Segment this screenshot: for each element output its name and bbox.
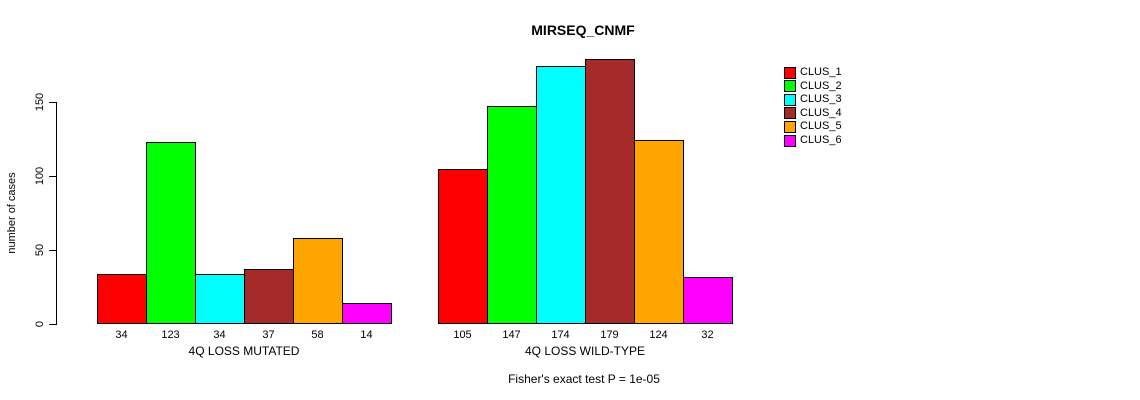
bar-clus_6	[342, 303, 392, 324]
legend-item-clus_5: CLUS_5	[784, 120, 842, 133]
bar-value-label: 124	[649, 329, 668, 341]
bar-value-label: 34	[213, 329, 226, 341]
y-axis-tick-label: 0	[34, 320, 46, 328]
y-axis-tick-label: 50	[34, 243, 46, 257]
group-label-wild-type: 4Q LOSS WILD-TYPE	[524, 344, 646, 358]
y-axis-tick-label: 150	[34, 92, 46, 112]
bar-clus_2	[487, 106, 537, 324]
bar-clus_5	[293, 238, 343, 324]
legend-item-clus_4: CLUS_4	[784, 107, 842, 120]
bar-clus_4	[244, 269, 294, 324]
group-label-mutated: 4Q LOSS MUTATED	[188, 344, 300, 358]
bar-value-label: 37	[262, 329, 275, 341]
bar-value-label: 58	[311, 329, 324, 341]
legend-swatch-clus_4	[784, 107, 796, 120]
bar-value-label: 179	[600, 329, 619, 341]
y-axis-title: number of cases	[6, 172, 18, 254]
bar-clus_5	[634, 140, 684, 324]
legend-item-clus_3: CLUS_3	[784, 93, 842, 106]
legend-label: CLUS_3	[800, 93, 842, 106]
bar-value-label: 105	[453, 329, 472, 341]
legend-swatch-clus_5	[784, 120, 796, 133]
legend-label: CLUS_5	[800, 120, 842, 133]
legend-swatch-clus_2	[784, 80, 796, 93]
chart-title: MIRSEQ_CNMF	[531, 22, 635, 38]
y-axis-tick	[49, 175, 56, 177]
bar-clus_1	[438, 169, 488, 324]
y-axis-tick-label: 100	[34, 166, 46, 186]
legend-item-clus_2: CLUS_2	[784, 80, 842, 93]
bar-value-label: 14	[360, 329, 373, 341]
bar-clus_3	[195, 274, 245, 324]
bar-clus_3	[536, 66, 586, 324]
legend-item-clus_1: CLUS_1	[784, 66, 842, 79]
legend-label: CLUS_2	[800, 79, 842, 92]
legend-swatch-clus_1	[784, 66, 796, 79]
bar-clus_4	[585, 59, 635, 324]
fisher-test-annotation: Fisher's exact test P = 1e-05	[508, 372, 660, 386]
bar-clus_2	[146, 142, 196, 324]
y-axis-tick	[49, 101, 56, 103]
legend-label: CLUS_6	[800, 134, 842, 146]
bar-value-label: 174	[551, 329, 570, 341]
bar-clus_6	[683, 277, 733, 324]
legend-swatch-clus_6	[784, 134, 796, 147]
legend-item-clus_6: CLUS_6	[784, 134, 842, 147]
legend-label: CLUS_1	[800, 66, 842, 78]
y-axis-tick	[49, 323, 56, 325]
bar-clus_1	[97, 274, 147, 324]
bar-value-label: 32	[701, 329, 714, 341]
bar-value-label: 34	[115, 329, 128, 341]
legend-swatch-clus_3	[784, 93, 796, 106]
y-axis-tick	[49, 249, 56, 251]
y-axis-line	[56, 102, 57, 325]
bar-value-label: 147	[502, 329, 521, 341]
bar-value-label: 123	[161, 329, 180, 341]
legend-label: CLUS_4	[800, 106, 842, 119]
